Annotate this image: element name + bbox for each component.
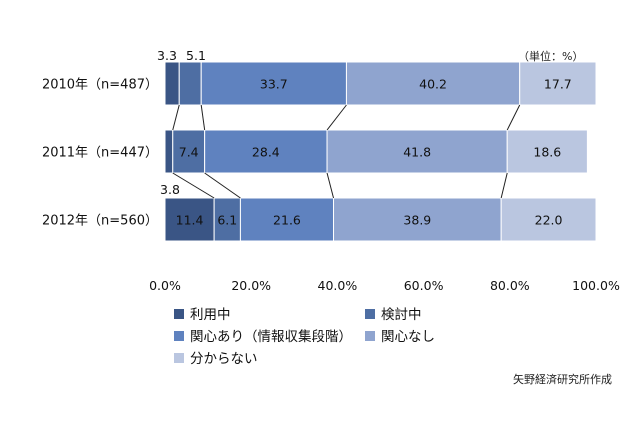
- connector-line: [172, 172, 215, 199]
- connector-line: [500, 172, 508, 199]
- data-label: 40.2: [419, 77, 447, 92]
- plot-area: 2010年（n=487） 2011年（n=447） 2012年（n=560） 3.3 5…: [42, 48, 597, 242]
- legend-label: 関心なし: [381, 329, 435, 345]
- bar-segment: [164, 129, 174, 174]
- bar-segment: [164, 197, 215, 242]
- data-label: 3.3: [157, 48, 177, 63]
- x-tick-label: 60.0%: [404, 278, 444, 293]
- data-label: 41.8: [403, 145, 431, 160]
- bar-segment: [204, 129, 328, 174]
- data-label: 18.6: [533, 145, 561, 160]
- unit-note: （単位：%）: [518, 49, 583, 63]
- data-label: 33.7: [260, 77, 288, 92]
- legend-label: 分からない: [190, 351, 258, 367]
- x-tick-label: 80.0%: [490, 278, 530, 293]
- data-label: 38.9: [403, 213, 431, 228]
- legend-label: 検討中: [381, 307, 422, 323]
- data-label: 5.1: [186, 48, 206, 63]
- data-label-outside: 3.8: [160, 182, 180, 197]
- data-label: 22.0: [535, 213, 563, 228]
- x-axis: 0.0% 20.0% 40.0% 60.0% 80.0% 100.0%: [149, 278, 620, 293]
- legend-label: 利用中: [190, 307, 231, 323]
- x-tick-label: 40.0%: [318, 278, 358, 293]
- bar-segment: [200, 61, 347, 106]
- data-label: 17.7: [544, 77, 572, 92]
- legend-swatch: [174, 331, 184, 341]
- legend-swatch: [174, 309, 184, 319]
- data-label: 6.1: [217, 213, 237, 228]
- connector-line: [506, 104, 521, 131]
- x-tick-label: 100.0%: [572, 278, 620, 293]
- bar-segment: [326, 129, 508, 174]
- category-label: 2011年（n=447）: [42, 146, 158, 161]
- bar-segment: [500, 197, 597, 242]
- bar-segment: [213, 197, 241, 242]
- bar-segment: [519, 61, 597, 106]
- bar-segment: [345, 61, 521, 106]
- connector-line: [204, 172, 241, 199]
- category-label: 2012年（n=560）: [42, 214, 158, 229]
- bar-segment: [239, 197, 335, 242]
- x-tick-label: 20.0%: [231, 278, 271, 293]
- connector-line: [326, 104, 347, 131]
- data-label: 21.6: [273, 213, 301, 228]
- legend-label: 関心あり（情報収集段階）: [190, 329, 352, 345]
- data-label: 28.4: [252, 145, 280, 160]
- legend-swatch: [365, 331, 375, 341]
- connector-line: [200, 104, 206, 131]
- legend-swatch: [174, 353, 184, 363]
- connector-line: [172, 104, 180, 131]
- data-label: 11.4: [176, 213, 204, 228]
- legend-swatch: [365, 309, 375, 319]
- bar-segment: [164, 61, 180, 106]
- data-label: 7.4: [179, 145, 199, 160]
- connector-line: [326, 172, 335, 199]
- category-label: 2010年（n=487）: [42, 78, 158, 93]
- source-note: 矢野経済研究所作成: [513, 372, 612, 386]
- bar-segment: [506, 129, 588, 174]
- bar-segment: [178, 61, 202, 106]
- x-tick-label: 0.0%: [149, 278, 181, 293]
